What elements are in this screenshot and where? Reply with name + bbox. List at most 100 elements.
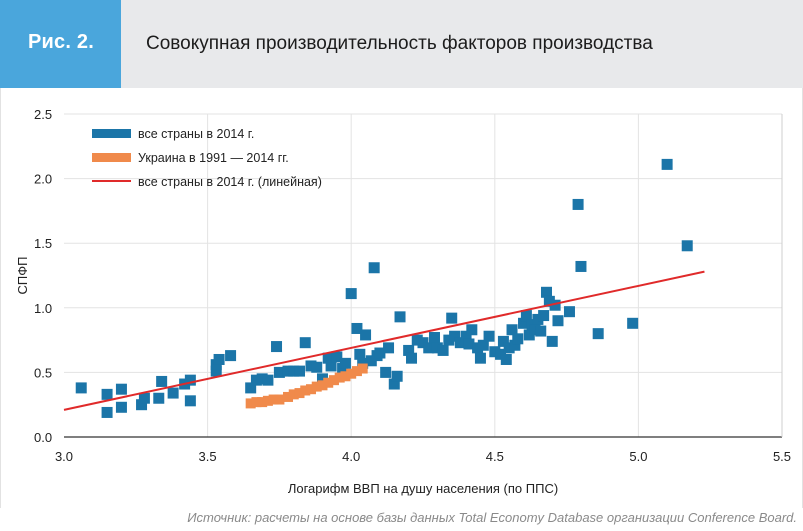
point-all-countries <box>388 378 400 390</box>
point-all-countries <box>627 317 639 329</box>
point-ukraine <box>305 384 316 395</box>
series-ukraine <box>245 363 368 409</box>
point-ukraine <box>357 363 368 374</box>
point-all-countries <box>540 286 552 298</box>
point-ukraine <box>262 395 273 406</box>
point-all-countries <box>305 360 317 372</box>
point-all-countries <box>509 339 521 351</box>
point-all-countries <box>661 158 673 170</box>
point-all-countries <box>256 373 268 385</box>
point-all-countries <box>380 366 392 378</box>
point-all-countries <box>374 347 386 359</box>
point-ukraine <box>351 366 362 377</box>
point-all-countries <box>138 392 150 404</box>
point-all-countries <box>477 339 489 351</box>
point-ukraine <box>294 388 305 399</box>
point-all-countries <box>500 353 512 365</box>
point-ukraine <box>334 372 345 383</box>
point-ukraine <box>288 389 299 400</box>
point-all-countries <box>423 342 435 354</box>
point-all-countries <box>518 317 530 329</box>
point-all-countries <box>472 342 484 354</box>
legend: все страны в 2014 г. Украина в 1991 — 201… <box>92 127 322 189</box>
point-ukraine <box>251 397 262 408</box>
point-all-countries <box>552 315 564 327</box>
point-all-countries <box>383 342 395 354</box>
point-all-countries <box>495 348 507 360</box>
point-all-countries <box>449 330 461 342</box>
point-all-countries <box>446 312 458 324</box>
point-all-countries <box>466 324 478 336</box>
point-all-countries <box>101 388 113 400</box>
point-all-countries <box>489 346 501 358</box>
point-all-countries <box>437 344 449 356</box>
point-all-countries <box>288 365 300 377</box>
point-all-countries <box>406 352 418 364</box>
point-all-countries <box>357 357 369 369</box>
point-all-countries <box>213 353 225 365</box>
point-all-countries <box>210 365 222 377</box>
point-all-countries <box>483 330 495 342</box>
point-all-countries <box>592 328 604 340</box>
point-ukraine <box>328 375 339 386</box>
point-all-countries <box>411 334 423 346</box>
point-all-countries <box>535 325 547 337</box>
point-all-countries <box>153 392 165 404</box>
point-all-countries <box>322 352 334 364</box>
point-all-countries <box>403 344 415 356</box>
point-ukraine <box>274 394 285 405</box>
point-all-countries <box>250 374 262 386</box>
point-all-countries <box>262 374 274 386</box>
point-all-countries <box>101 406 113 418</box>
x-tick-label: 3.5 <box>199 449 217 464</box>
point-all-countries <box>351 322 363 334</box>
y-tick-label: 1.0 <box>34 301 52 316</box>
point-all-countries <box>75 382 87 394</box>
point-all-countries <box>454 337 466 349</box>
point-all-countries <box>497 335 509 347</box>
figure-header: Рис. 2. Совокупная производительность фа… <box>0 0 803 88</box>
point-ukraine <box>346 368 357 379</box>
point-all-countries <box>474 352 486 364</box>
x-tick-label: 5.0 <box>629 449 647 464</box>
x-tick-label: 4.0 <box>342 449 360 464</box>
point-all-countries <box>549 299 561 311</box>
point-all-countries <box>391 370 403 382</box>
y-axis-label: СПФП <box>15 257 30 295</box>
legend-label: все страны в 2014 г. <box>138 127 254 141</box>
source-note: Источник: расчеты на основе базы данных … <box>187 510 797 525</box>
point-all-countries <box>299 337 311 349</box>
point-ukraine <box>323 377 334 388</box>
point-ukraine <box>311 381 322 392</box>
point-all-countries <box>184 374 196 386</box>
point-all-countries <box>311 361 323 373</box>
point-all-countries <box>156 375 168 387</box>
point-all-countries <box>463 338 475 350</box>
point-all-countries <box>225 350 237 362</box>
point-all-countries <box>325 360 337 372</box>
point-all-countries <box>460 330 472 342</box>
point-all-countries <box>271 341 283 353</box>
point-ukraine <box>268 394 279 405</box>
point-all-countries <box>563 306 575 318</box>
series-all-countries <box>75 158 693 418</box>
x-tick-label: 3.0 <box>55 449 73 464</box>
point-all-countries <box>136 399 148 411</box>
point-all-countries <box>503 342 515 354</box>
point-all-countries <box>529 324 541 336</box>
point-all-countries <box>184 395 196 407</box>
legend-swatch-all-countries <box>92 129 131 138</box>
point-all-countries <box>115 383 127 395</box>
point-all-countries <box>345 288 357 300</box>
point-all-countries <box>506 324 518 336</box>
figure-tab <box>0 0 121 88</box>
point-all-countries <box>368 262 380 274</box>
point-all-countries <box>546 335 558 347</box>
point-all-countries <box>294 365 306 377</box>
point-all-countries <box>365 355 377 367</box>
legend-label: все страны в 2014 г. (линейная) <box>138 175 322 189</box>
point-all-countries <box>360 329 372 341</box>
point-all-countries <box>354 348 366 360</box>
point-ukraine <box>257 397 268 408</box>
